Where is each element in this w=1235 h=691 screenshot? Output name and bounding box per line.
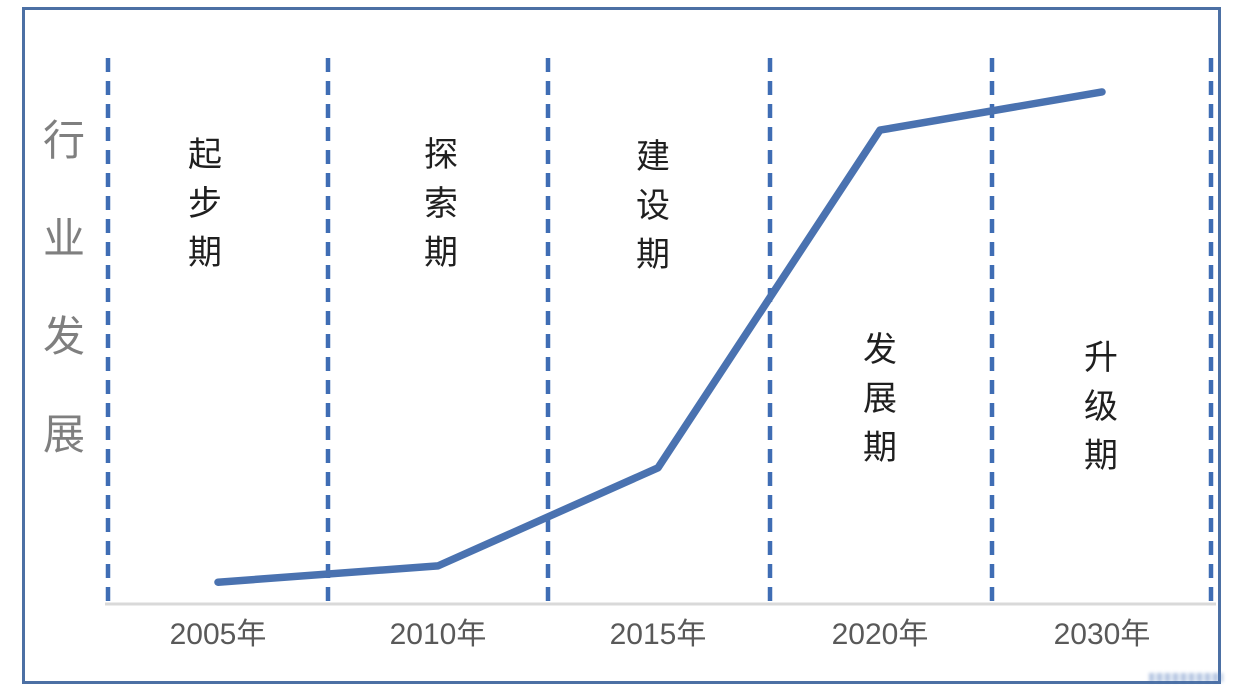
phase-label-exploration-period: 探索期 (424, 136, 458, 272)
watermark-smudge (1149, 673, 1223, 682)
x-tick-2030: 2030年 (1053, 618, 1151, 651)
growth-curve-line (214, 88, 1106, 586)
x-tick-2015: 2015年 (609, 618, 707, 651)
x-tick-2010: 2010年 (389, 618, 487, 651)
x-tick-2020: 2020年 (831, 618, 929, 651)
y-axis-title: 行业发展 (42, 117, 85, 458)
phase-label-construction-period: 建设期 (636, 138, 670, 274)
phase-label-development-period: 发展期 (863, 331, 897, 467)
phase-label-startup-period: 起步期 (188, 136, 222, 272)
phase-label-upgrade-period: 升级期 (1084, 339, 1118, 475)
chart-frame (22, 7, 1221, 684)
x-tick-2005: 2005年 (169, 618, 267, 651)
